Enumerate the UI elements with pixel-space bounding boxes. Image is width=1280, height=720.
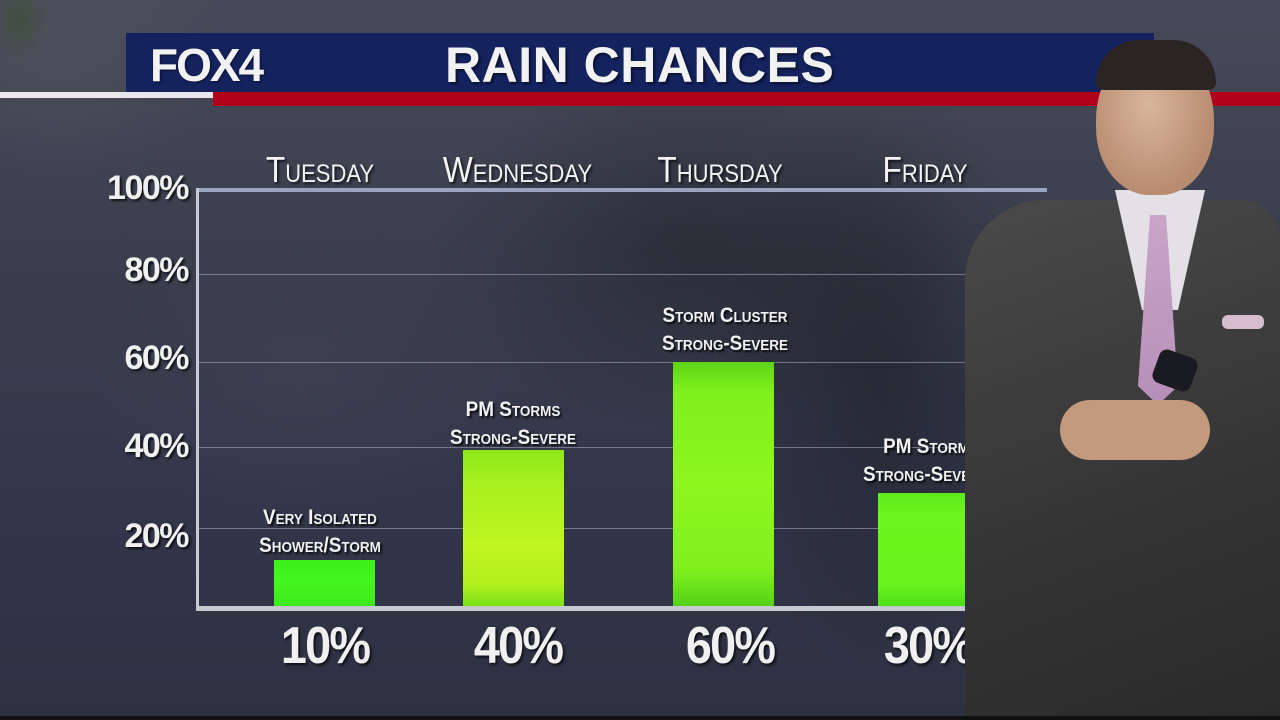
presenter-hands xyxy=(1060,400,1210,460)
bottom-edge xyxy=(0,716,1280,720)
bar-note-wednesday: PM Storms Strong-Severe xyxy=(423,396,603,452)
gridline-80 xyxy=(199,274,999,275)
graphic-title: RAIN CHANCES xyxy=(445,37,835,93)
gridline-40 xyxy=(199,447,979,448)
presenter-hair xyxy=(1096,40,1216,90)
bar-note-line2: Shower/Storm xyxy=(259,534,381,557)
bar-note-line1: Very Isolated xyxy=(263,506,377,529)
day-header-wednesday: Wednesday xyxy=(442,149,593,190)
y-axis-line xyxy=(196,188,199,610)
value-wednesday: 40% xyxy=(473,617,564,675)
bar-note-line2: Strong-Severe xyxy=(661,332,789,355)
day-header-friday: Friday xyxy=(882,149,968,190)
bar-note-tuesday: Very Isolated Shower/Storm xyxy=(230,504,410,560)
value-friday: 30% xyxy=(883,617,974,675)
y-tick-100: 100% xyxy=(107,169,189,207)
presenter-pocket-square xyxy=(1222,315,1264,329)
bar-note-line1: PM Storm xyxy=(883,435,969,458)
bar-wednesday xyxy=(463,450,564,607)
meteorologist-presenter xyxy=(960,40,1280,720)
gridline-60 xyxy=(199,362,979,363)
bar-friday xyxy=(878,493,982,607)
y-tick-40: 40% xyxy=(124,427,189,465)
bar-note-line2: Strong-Severe xyxy=(862,463,990,486)
bar-note-friday: PM Storm Strong-Severe xyxy=(836,433,1016,489)
bar-tuesday xyxy=(274,560,375,607)
bar-note-line1: PM Storms xyxy=(465,398,561,421)
banner-white-stripe xyxy=(0,92,213,98)
y-tick-60: 60% xyxy=(124,339,189,377)
y-tick-20: 20% xyxy=(124,517,189,555)
banner-red-stripe xyxy=(213,92,1280,106)
gridline-20 xyxy=(199,528,989,529)
bar-note-thursday: Storm Cluster Strong-Severe xyxy=(635,302,815,358)
x-axis-line xyxy=(196,606,1010,611)
bar-note-line1: Storm Cluster xyxy=(662,304,788,327)
title-banner xyxy=(126,33,1154,92)
bar-thursday xyxy=(673,362,774,607)
bar-note-line2: Strong-Severe xyxy=(449,426,577,449)
day-header-tuesday: Tuesday xyxy=(265,149,375,190)
gridline-100 xyxy=(199,188,1047,192)
value-tuesday: 10% xyxy=(280,617,371,675)
y-tick-80: 80% xyxy=(124,251,189,289)
background-foliage xyxy=(0,0,60,90)
presenter-suit xyxy=(965,200,1280,720)
station-logo: FOX4 xyxy=(150,39,264,91)
value-thursday: 60% xyxy=(685,617,776,675)
day-header-thursday: Thursday xyxy=(657,149,783,190)
